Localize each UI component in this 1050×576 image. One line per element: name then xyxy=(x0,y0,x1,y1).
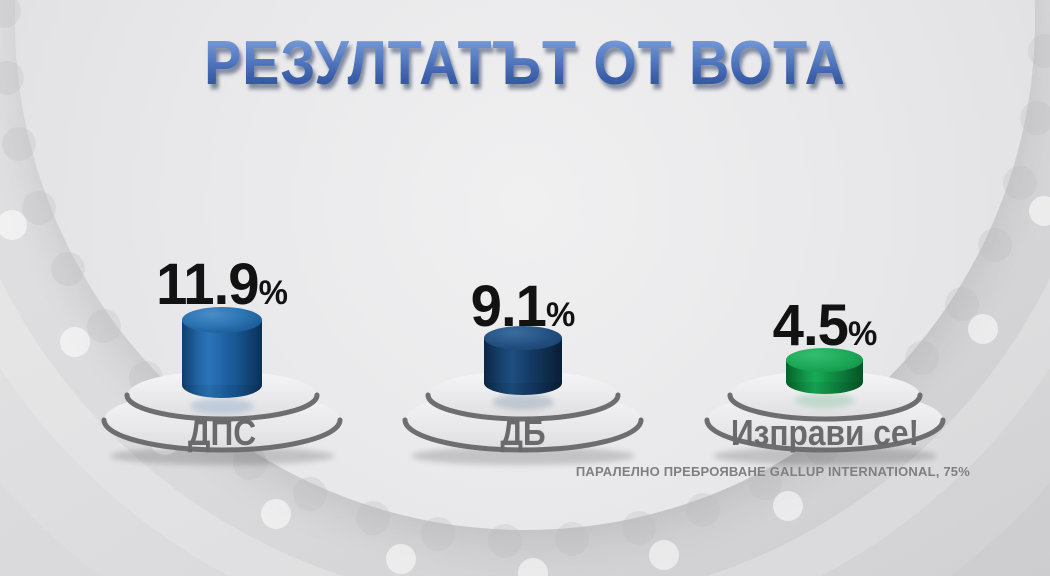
value-number: 11.9 xyxy=(156,252,259,317)
cylinder-reflection xyxy=(190,398,254,414)
decor-dot xyxy=(649,540,680,571)
decor-dot xyxy=(385,543,416,574)
decor-dot xyxy=(60,326,91,357)
decor-dot xyxy=(517,557,548,576)
value-label: 11.9% xyxy=(77,256,368,324)
decor-dot xyxy=(22,191,57,226)
decor-dot xyxy=(1002,165,1037,200)
decor-dot xyxy=(968,314,999,345)
page-title: РЕЗУЛТАТЪТ ОТ ВОТА РЕЗУЛТАТЪТ ОТ ВОТА xyxy=(53,33,998,105)
value-number: 9.1 xyxy=(470,274,547,339)
pedestal xyxy=(704,371,946,465)
bar-cylinder xyxy=(786,348,863,394)
cylinder-top xyxy=(484,326,562,350)
bar-cylinder xyxy=(484,326,562,395)
category-label: Изправи се! xyxy=(730,412,920,453)
page-title-text: РЕЗУЛТАТЪТ ОТ ВОТА xyxy=(53,33,998,95)
decor-dot xyxy=(555,521,590,556)
value-label: 4.5% xyxy=(680,297,971,365)
decor-dot xyxy=(487,523,522,558)
decor-dot xyxy=(1028,33,1050,68)
bar-group-izpravi-se: 4.5% Изправи се! xyxy=(675,0,975,576)
pedestal xyxy=(101,371,343,465)
decor-dot xyxy=(355,501,390,536)
decor-dot xyxy=(421,516,456,551)
cylinder-reflection xyxy=(794,393,855,408)
decor-dot xyxy=(904,340,939,375)
decor-dot xyxy=(0,210,27,241)
value-number: 4.5 xyxy=(772,293,849,358)
category-label: ДБ xyxy=(500,412,546,453)
decor-dot xyxy=(977,228,1012,263)
decor-dot xyxy=(86,309,121,344)
decor-dot xyxy=(2,127,37,162)
decor-dot xyxy=(621,511,656,546)
bar-group-db: 9.1% ДБ xyxy=(373,0,673,576)
bar-cylinder xyxy=(182,307,262,398)
bar-group-dps: 11.9% ДПС xyxy=(72,0,372,576)
decor-dot xyxy=(944,286,979,321)
decor-dot xyxy=(260,498,291,529)
pedestal xyxy=(402,371,644,465)
cylinder-reflection xyxy=(492,394,554,410)
category-label: ДПС xyxy=(187,412,257,453)
cylinder-top xyxy=(182,307,262,333)
decor-dot xyxy=(292,477,327,512)
decor-dot xyxy=(0,0,22,28)
source-note: ПАРАЛЕЛНО ПРЕБРОЯВАНЕ GALLUP INTERNATION… xyxy=(575,464,970,479)
page-title-shadow: РЕЗУЛТАТЪТ ОТ ВОТА xyxy=(55,38,1000,100)
value-percent-sign: % xyxy=(545,296,576,334)
decor-dot xyxy=(686,492,721,527)
value-label: 9.1% xyxy=(378,278,669,346)
value-percent-sign: % xyxy=(847,315,878,353)
decor-dot xyxy=(1028,195,1050,226)
value-percent-sign: % xyxy=(258,274,288,312)
decor-dot xyxy=(50,252,85,287)
decor-dot xyxy=(773,491,804,522)
cylinder-top xyxy=(786,348,863,372)
decor-dot xyxy=(1019,100,1050,135)
decor-dot xyxy=(747,465,782,500)
